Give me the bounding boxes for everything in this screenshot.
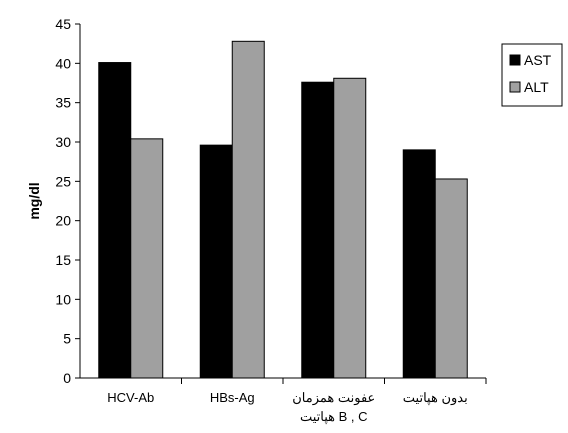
legend: AST ALT: [501, 43, 563, 107]
y-tick-label: 10: [55, 291, 71, 307]
x-category-label: HBs-Ag: [210, 390, 255, 405]
bar-alt: [333, 77, 367, 379]
y-tick-label: 35: [55, 95, 71, 111]
labels: 0 5 10 15 20 25 30 35 40 45 mg/dl HCV-Ab HBs-Ag عفونت…: [26, 16, 468, 425]
bar-alt: [231, 40, 265, 379]
y-tick-label: 30: [55, 134, 71, 150]
legend-swatch: [509, 54, 521, 66]
legend-label: ALT: [524, 79, 549, 95]
bar-ast: [301, 81, 335, 379]
bars: [98, 40, 468, 379]
y-tick-label: 15: [55, 252, 71, 268]
bar-alt: [434, 178, 468, 379]
bar-ast: [199, 144, 233, 379]
x-category-label: HCV-Ab: [107, 390, 154, 405]
bar-alt: [130, 138, 164, 379]
bar-ast: [402, 149, 436, 379]
x-category-label: هپاتیت B , C: [300, 409, 368, 425]
bar-ast: [98, 62, 132, 379]
y-tick-label: 20: [55, 213, 71, 229]
y-tick-label: 0: [63, 370, 71, 386]
x-category-label: عفونت همزمان: [292, 390, 375, 406]
x-category-label: بدون هپاتیت: [403, 390, 468, 406]
legend-box: [501, 43, 563, 107]
y-axis-label: mg/dl: [26, 182, 42, 219]
y-tick-label: 25: [55, 173, 71, 189]
legend-label: AST: [524, 52, 552, 68]
y-tick-label: 40: [55, 55, 71, 71]
legend-swatch: [509, 81, 521, 93]
y-tick-label: 45: [55, 16, 71, 32]
y-tick-label: 5: [63, 331, 71, 347]
